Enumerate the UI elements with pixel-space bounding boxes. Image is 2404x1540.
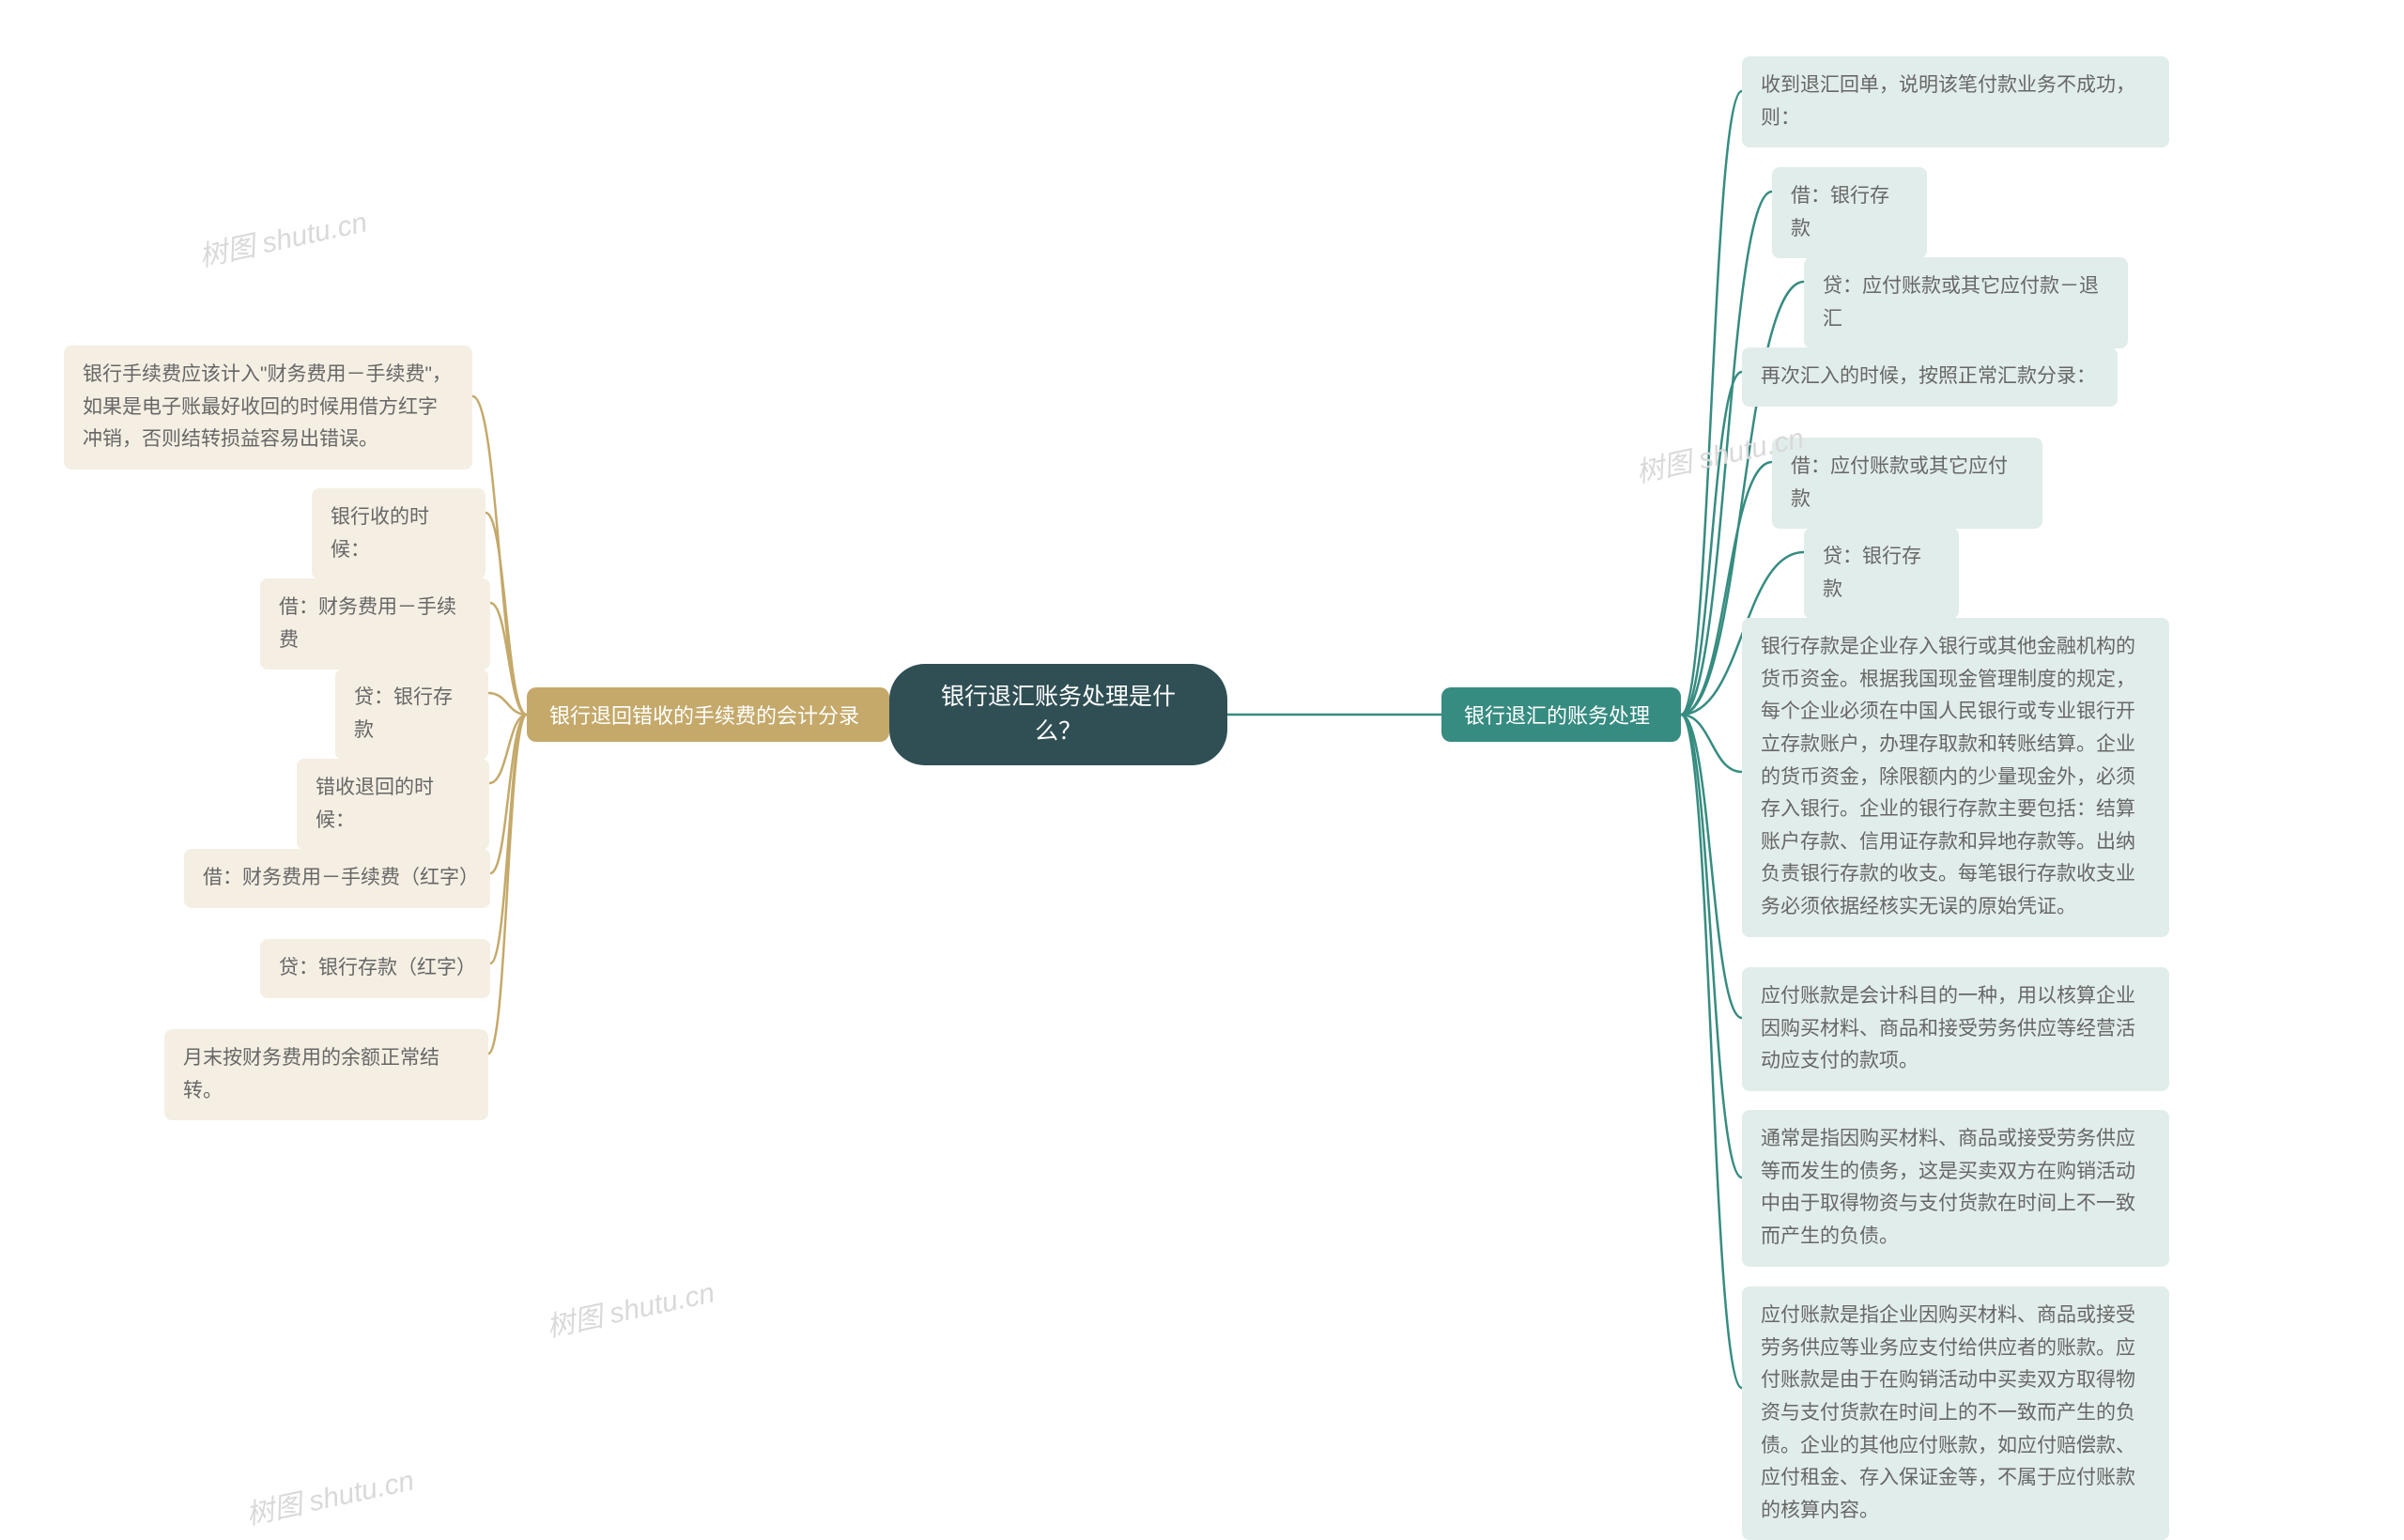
leaf-text: 贷：应付账款或其它应付款－退汇 xyxy=(1823,275,2099,330)
leaf-right-7[interactable]: 应付账款是会计科目的一种，用以核算企业因购买材料、商品和接受劳务供应等经营活动应… xyxy=(1742,967,2169,1091)
leaf-text: 应付账款是指企业因购买材料、商品或接受劳务供应等业务应支付给供应者的账款。应付账… xyxy=(1761,1304,2135,1521)
branch-left-label: 银行退回错收的手续费的会计分录 xyxy=(549,700,859,730)
leaf-text: 再次汇入的时候，按照正常汇款分录： xyxy=(1761,365,2096,387)
leaf-right-2[interactable]: 贷：应付账款或其它应付款－退汇 xyxy=(1804,257,2128,348)
leaf-text: 应付账款是会计科目的一种，用以核算企业因购买材料、商品和接受劳务供应等经营活动应… xyxy=(1761,985,2135,1071)
leaf-left-5[interactable]: 借：财务费用－手续费（红字） xyxy=(184,849,490,908)
leaf-text: 月末按财务费用的余额正常结转。 xyxy=(183,1047,439,1101)
leaf-left-6[interactable]: 贷：银行存款（红字） xyxy=(260,939,490,998)
leaf-right-5[interactable]: 贷：银行存款 xyxy=(1804,528,1959,619)
leaf-left-0[interactable]: 银行手续费应该计入"财务费用－手续费"，如果是电子账最好收回的时候用借方红字冲销… xyxy=(64,346,472,470)
leaf-text: 借：应付账款或其它应付款 xyxy=(1791,455,2008,510)
leaf-text: 贷：银行存款（红字） xyxy=(279,957,476,978)
leaf-right-1[interactable]: 借：银行存款 xyxy=(1772,167,1927,258)
leaf-text: 借：财务费用－手续费 xyxy=(279,596,456,651)
leaf-left-4[interactable]: 错收退回的时候： xyxy=(297,759,489,850)
branch-left[interactable]: 银行退回错收的手续费的会计分录 xyxy=(527,687,889,742)
mindmap-canvas: 银行退汇账务处理是什么？ 银行退汇的账务处理 银行退回错收的手续费的会计分录 收… xyxy=(0,0,2404,1491)
leaf-right-3[interactable]: 再次汇入的时候，按照正常汇款分录： xyxy=(1742,347,2118,407)
leaf-right-8[interactable]: 通常是指因购买材料、商品或接受劳务供应等而发生的债务，这是买卖双方在购销活动中由… xyxy=(1742,1110,2169,1267)
leaf-left-7[interactable]: 月末按财务费用的余额正常结转。 xyxy=(164,1029,488,1120)
leaf-left-1[interactable]: 银行收的时候： xyxy=(312,488,485,579)
leaf-right-4[interactable]: 借：应付账款或其它应付款 xyxy=(1772,438,2042,529)
leaf-text: 通常是指因购买材料、商品或接受劳务供应等而发生的债务，这是买卖双方在购销活动中由… xyxy=(1761,1128,2135,1247)
leaf-text: 收到退汇回单，说明该笔付款业务不成功，则： xyxy=(1761,74,2135,129)
leaf-text: 贷：银行存款 xyxy=(354,686,453,741)
branch-right[interactable]: 银行退汇的账务处理 xyxy=(1441,687,1681,742)
leaf-text: 错收退回的时候： xyxy=(316,777,434,831)
branch-right-label: 银行退汇的账务处理 xyxy=(1464,700,1650,730)
leaf-left-3[interactable]: 贷：银行存款 xyxy=(335,669,488,760)
watermark: 树图 shutu.cn xyxy=(194,199,370,275)
watermark: 树图 shutu.cn xyxy=(542,1270,717,1346)
leaf-text: 借：财务费用－手续费（红字） xyxy=(203,867,479,888)
center-topic[interactable]: 银行退汇账务处理是什么？ xyxy=(889,664,1227,765)
leaf-right-6[interactable]: 银行存款是企业存入银行或其他金融机构的货币资金。根据我国现金管理制度的规定，每个… xyxy=(1742,618,2169,937)
leaf-right-9[interactable]: 应付账款是指企业因购买材料、商品或接受劳务供应等业务应支付给供应者的账款。应付账… xyxy=(1742,1286,2169,1540)
watermark: 树图 shutu.cn xyxy=(241,1457,417,1533)
leaf-text: 银行收的时候： xyxy=(331,506,429,561)
leaf-left-2[interactable]: 借：财务费用－手续费 xyxy=(260,578,490,670)
leaf-text: 银行手续费应该计入"财务费用－手续费"，如果是电子账最好收回的时候用借方红字冲销… xyxy=(83,363,452,450)
center-topic-text: 银行退汇账务处理是什么？ xyxy=(932,680,1184,750)
leaf-right-0[interactable]: 收到退汇回单，说明该笔付款业务不成功，则： xyxy=(1742,56,2169,147)
leaf-text: 贷：银行存款 xyxy=(1823,546,1921,600)
leaf-text: 银行存款是企业存入银行或其他金融机构的货币资金。根据我国现金管理制度的规定，每个… xyxy=(1761,636,2135,917)
leaf-text: 借：银行存款 xyxy=(1791,185,1889,239)
